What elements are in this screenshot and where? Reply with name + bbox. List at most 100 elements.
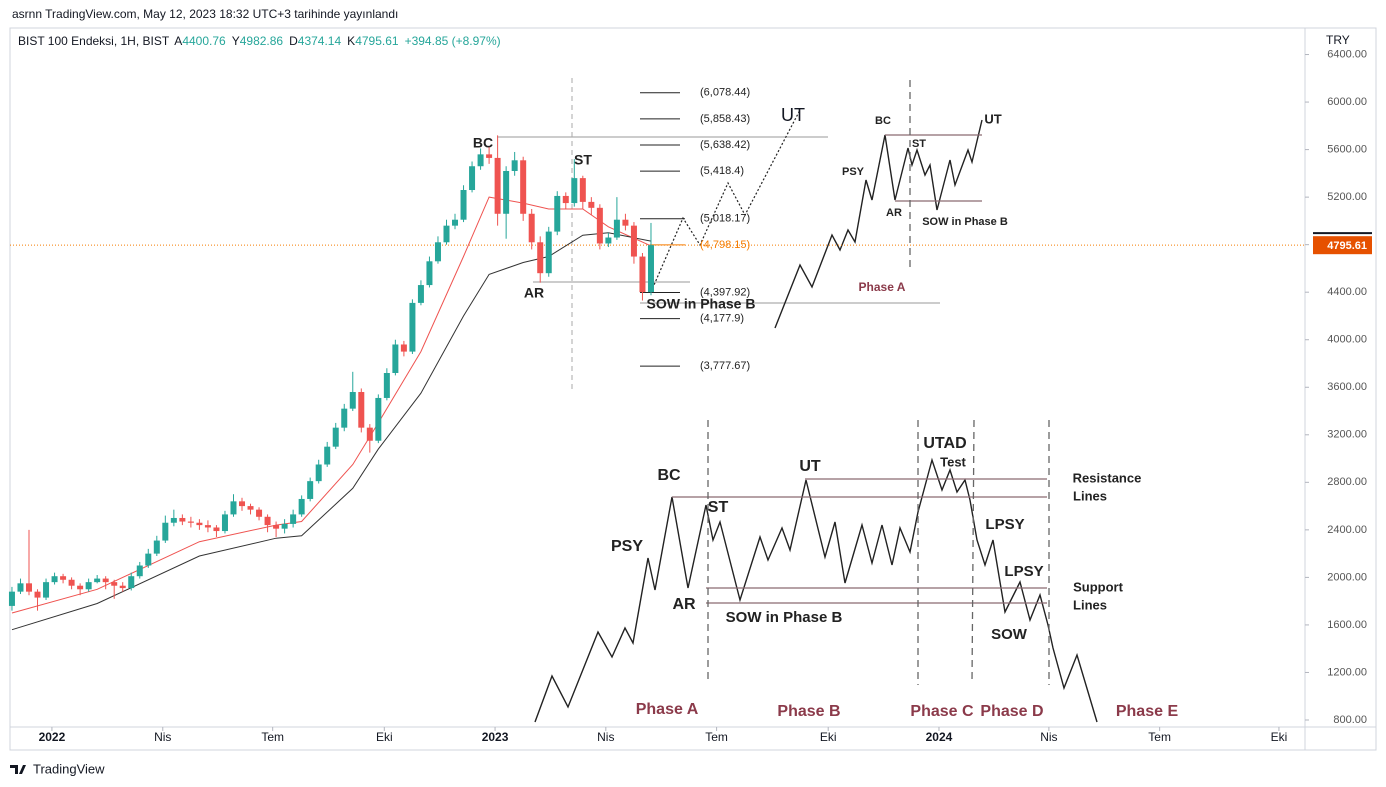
candle-body [630,225,637,257]
annotation: Resistance [1073,470,1142,485]
candle-body [647,245,654,293]
annotation: PSY [611,538,643,555]
large-schematic [534,457,1098,723]
phase-label: Phase D [980,703,1043,720]
phase-label: Phase A [636,701,699,718]
y-tick-label: 6000.00 [1327,96,1367,108]
candle-body [51,576,58,583]
candle-body [332,427,339,447]
annotation: Test [940,454,966,469]
x-tick-label: Nis [154,730,171,744]
candle-body [434,242,441,262]
currency: TRY [1326,33,1350,47]
candle-body [128,576,135,589]
y-tick-label: 5600.00 [1327,144,1367,156]
level-label: (5,638.42) [700,139,750,151]
candle-body [256,509,263,517]
x-tick-label: Eki [820,730,837,744]
level-label: (5,858.43) [700,113,750,125]
candle-body [477,154,484,167]
moving-average [11,196,652,614]
candle-body [562,195,569,204]
change: +394.85 (+8.97%) [405,34,501,48]
candle-body [43,582,50,598]
x-tick-label: Tem [705,730,728,744]
candle-body [349,392,356,409]
small-annotations: BC ST UT PSY AR SOW in Phase B Phase A [842,111,1008,294]
candle-body [571,178,578,204]
candle-body [17,583,24,592]
candle-body [511,160,518,171]
annotation: UT [781,105,805,125]
level-label: (4,798.15) [700,239,750,251]
ohlc-letter: D [289,34,298,48]
candle-body [102,578,109,583]
annotation: SOW in Phase B [726,609,843,626]
candle-body [145,553,152,566]
y-tick-label: 2800.00 [1327,476,1367,488]
level-label: (3,777.67) [700,360,750,372]
candle-body [298,498,305,515]
moving-average [11,232,652,631]
ohlc-value: 4400.76 [182,34,226,48]
x-tick-label: Nis [597,730,614,744]
plot: 800.00 1200.00 1600.00 2000.00 2400.00 2800.0… [8,48,1372,744]
candle-body [579,178,586,202]
annotation: BC [875,115,891,127]
logo-mark [10,765,26,774]
candle-body [34,591,41,598]
annotation: ST [708,499,729,516]
candle-body [315,464,322,482]
candle-body [60,576,67,580]
candle-body [469,166,476,191]
candle-body [392,344,399,374]
y-tick-label: 3600.00 [1327,381,1367,393]
candle-body [443,225,450,243]
candle-body [400,344,407,352]
level-label: (6,078.44) [700,87,750,99]
annotation: SOW [991,626,1028,643]
candle-body [417,285,424,303]
candle-body [77,585,84,590]
candle-body [613,219,620,238]
annotation: BC [473,135,493,151]
candle-body [528,213,535,243]
annotation: AR [672,596,696,613]
y-tick-label: 1600.00 [1327,619,1367,631]
ohlc-value: 4374.14 [298,34,342,48]
candle-body [588,201,595,208]
level-label: (4,177.9) [700,312,744,324]
annotation: PSY [842,166,865,178]
brand: TradingView [33,761,105,776]
candle-body [68,579,75,586]
annotation: UTAD [923,435,966,452]
candle-body [324,446,331,465]
candle-body [605,237,612,244]
y-tick-label: 6400.00 [1327,48,1367,60]
x-tick-label: 2022 [39,730,66,744]
y-tick-label: 1200.00 [1327,666,1367,678]
x-tick-label: Eki [376,730,393,744]
y-tick-label: 4400.00 [1327,286,1367,298]
x-tick-label: Nis [1040,730,1057,744]
candle-body [520,160,527,214]
candle-body [85,582,92,590]
candle-body [230,501,237,515]
candle-body [290,514,297,524]
candle-body [452,219,459,226]
candle-body [307,481,314,499]
candle-body [639,256,646,293]
y-tick-label: 5200.00 [1327,191,1367,203]
logo: TradingView [10,761,105,776]
candle-body [622,219,629,226]
y-tick-label: 800.00 [1333,714,1367,726]
ohlc-value: 4982.86 [240,34,284,48]
candle-body [162,522,169,541]
large-annotations: BC PSY AR ST UT SOW in Phase B UTAD Test… [611,435,1178,720]
x-tick-label: 2023 [482,730,509,744]
small-schematic [774,119,983,329]
candle-body [247,506,254,510]
level-label: (5,418.4) [700,165,744,177]
